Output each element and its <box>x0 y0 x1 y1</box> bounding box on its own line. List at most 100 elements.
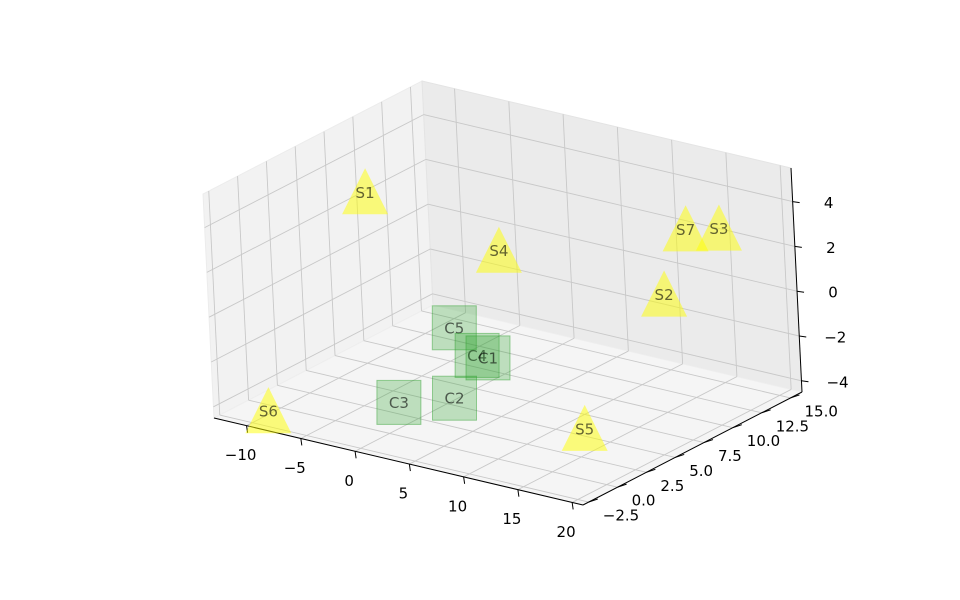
grid-line <box>425 158 795 247</box>
marker-label-s6: S6 <box>259 403 278 421</box>
grid-lines <box>204 86 802 503</box>
y-tick-mark <box>588 498 598 503</box>
marker-s7 <box>662 205 709 252</box>
grid-line <box>725 152 738 377</box>
z-tick-label: −2 <box>824 329 846 347</box>
grid-line <box>204 114 424 228</box>
marker-label-s3: S3 <box>709 220 728 238</box>
z-tick-label: −4 <box>826 373 848 391</box>
y-tick-mark <box>761 409 771 414</box>
marker-c3 <box>376 379 422 425</box>
grid-line <box>562 114 575 339</box>
marker-label-c4: C4 <box>467 347 487 365</box>
y-tick-label: 7.5 <box>718 447 742 465</box>
x-tick-label: 15 <box>502 510 521 528</box>
grid-line <box>265 161 278 386</box>
y-tick-mark <box>732 424 743 429</box>
y-tick-label: −2.5 <box>603 507 639 525</box>
marker-label-c3: C3 <box>389 394 409 412</box>
grid-line <box>277 384 647 473</box>
z-tick-mark <box>796 290 805 293</box>
x-tick-label: −10 <box>225 446 257 464</box>
marker-label-c5: C5 <box>444 319 464 337</box>
marker-c5 <box>431 305 477 351</box>
marker-label-s4: S4 <box>489 242 508 260</box>
grid-line <box>334 355 705 443</box>
y-tick-label: 10.0 <box>747 432 780 450</box>
marker-s4 <box>475 226 522 273</box>
grid-line <box>421 310 791 399</box>
y-tick-label: 15.0 <box>805 402 838 420</box>
y-tick-label: 5.0 <box>689 462 713 480</box>
grid-line <box>208 191 221 416</box>
grid-line <box>294 146 307 371</box>
x-tick-label: 5 <box>399 485 409 503</box>
grid-line <box>237 176 250 401</box>
y-tick-label: 2.5 <box>660 477 684 495</box>
grid-line <box>392 325 762 414</box>
marker-label-c2: C2 <box>444 390 464 408</box>
grid-line <box>300 325 521 439</box>
grid-line <box>352 116 365 341</box>
marker-label-s2: S2 <box>655 286 674 304</box>
x-tick-label: 0 <box>344 472 354 490</box>
grid-line <box>571 389 792 503</box>
grid-line <box>213 293 433 408</box>
x-tick-mark <box>354 451 357 459</box>
marker-label-c1: C1 <box>478 349 498 367</box>
grid-line <box>432 293 802 382</box>
marker-s2 <box>641 270 688 317</box>
z-tick-mark <box>801 380 809 383</box>
y-tick-label: 0.0 <box>632 492 656 510</box>
z-tick-label: 4 <box>824 194 834 212</box>
grid-line <box>248 399 618 488</box>
marker-c2 <box>432 375 477 421</box>
grid-line <box>354 337 575 452</box>
y-tick-mark <box>703 439 714 444</box>
marker-label-s7: S7 <box>676 221 695 239</box>
x-tick-mark <box>571 502 574 510</box>
grid-line <box>211 248 431 363</box>
x-tick-mark <box>463 476 466 484</box>
y-tick-label: 12.5 <box>776 417 809 435</box>
grid-line <box>671 139 684 364</box>
marker-s6 <box>245 387 292 434</box>
tick-labels: −10−505101520−2.50.02.55.07.510.012.515.… <box>225 194 849 541</box>
grid-line <box>208 203 429 318</box>
marker-c1 <box>465 335 511 381</box>
z-tick-mark <box>799 335 807 338</box>
y-tick-mark <box>790 394 800 399</box>
marker-s3 <box>695 204 742 251</box>
x-tick-mark <box>517 489 520 497</box>
z-tick-mark <box>794 245 802 248</box>
z-tick-label: 2 <box>826 239 836 257</box>
grid-line <box>409 350 629 465</box>
x-tick-label: 20 <box>557 523 576 541</box>
grid-line <box>454 88 467 313</box>
grid-line <box>423 114 793 203</box>
x-tick-label: 10 <box>448 497 467 515</box>
z-axis-line <box>790 167 803 393</box>
marker-s1 <box>342 168 389 215</box>
grid-line <box>616 127 629 352</box>
grid-line <box>508 101 521 326</box>
x-tick-mark <box>300 438 303 446</box>
grid-line <box>246 312 466 427</box>
grid-line <box>463 363 683 478</box>
grid-line <box>306 369 676 458</box>
grid-line <box>427 203 798 292</box>
grid-line <box>779 165 792 390</box>
y-tick-mark <box>646 468 656 473</box>
z-tick-mark <box>792 201 800 204</box>
grid-line <box>363 340 733 429</box>
grid-line <box>323 131 336 356</box>
x-tick-mark <box>408 463 411 472</box>
z-tick-label: 0 <box>828 284 838 302</box>
y-tick-mark <box>675 453 685 458</box>
grid-line <box>517 376 738 491</box>
y-tick-mark <box>617 483 627 488</box>
marker-label-s1: S1 <box>356 184 375 202</box>
axes-panes <box>202 80 804 506</box>
